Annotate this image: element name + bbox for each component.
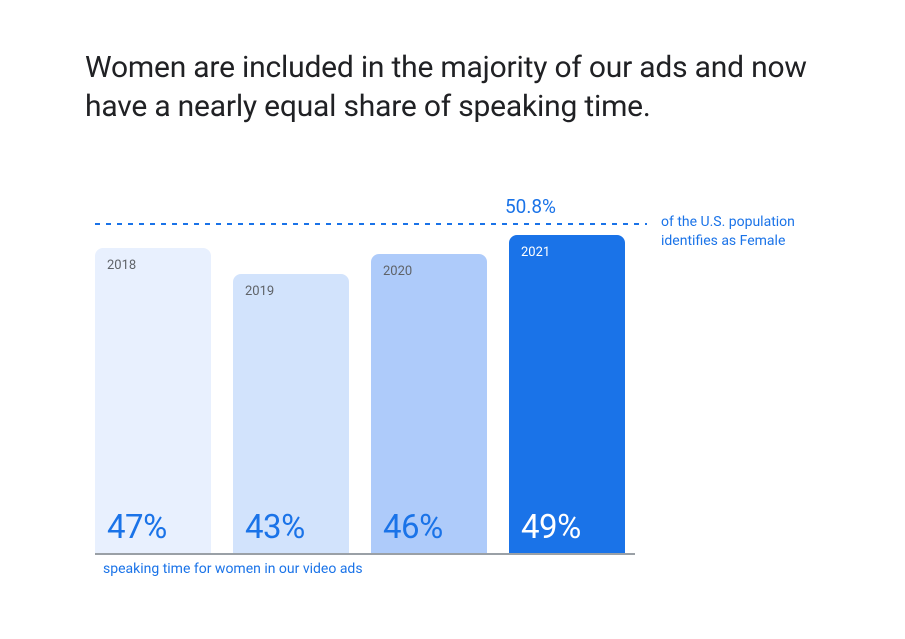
bar-year-label: 2019 xyxy=(245,284,274,299)
page-title: Women are included in the majority of ou… xyxy=(85,48,825,126)
chart-caption: speaking time for women in our video ads xyxy=(103,561,363,577)
bar-2021: 2021 49% xyxy=(509,235,625,555)
chart-baseline xyxy=(95,553,635,555)
bar-chart: 50.8% 2018 47% 2019 43% 2020 46% 2021 49… xyxy=(95,195,625,555)
bar-value-label: 47% xyxy=(107,508,167,547)
bar-year-label: 2020 xyxy=(383,264,412,279)
reference-annotation: of the U.S. population identifies as Fem… xyxy=(661,213,831,251)
bar-value-label: 43% xyxy=(245,508,305,547)
bar-2018: 2018 47% xyxy=(95,248,211,555)
page: Women are included in the majority of ou… xyxy=(0,0,905,639)
bar-year-label: 2018 xyxy=(107,258,136,273)
bar-year-label: 2021 xyxy=(521,245,550,260)
bars-container: 2018 47% 2019 43% 2020 46% 2021 49% xyxy=(95,215,625,555)
bar-value-label: 49% xyxy=(521,508,581,547)
bar-value-label: 46% xyxy=(383,508,443,547)
bar-2019: 2019 43% xyxy=(233,274,349,555)
bar-2020: 2020 46% xyxy=(371,254,487,555)
